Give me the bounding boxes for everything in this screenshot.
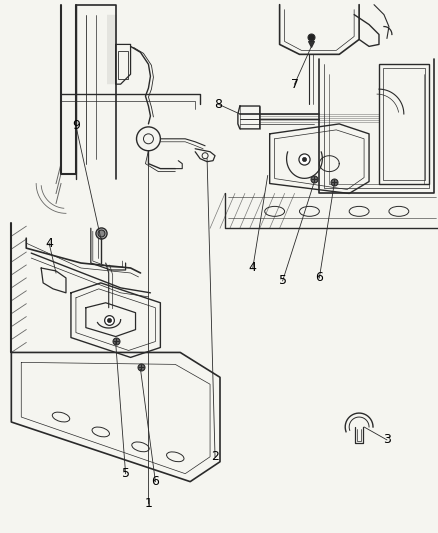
Bar: [117, 51, 127, 79]
Bar: [378, 64, 427, 183]
Text: 1: 1: [144, 497, 152, 510]
Text: 4: 4: [45, 237, 53, 249]
Text: 2: 2: [211, 450, 219, 463]
Text: 5: 5: [121, 467, 129, 480]
Text: 9: 9: [72, 119, 80, 132]
Text: 6: 6: [151, 475, 159, 488]
Text: 3: 3: [382, 433, 390, 447]
Bar: [382, 68, 424, 180]
Text: 6: 6: [315, 271, 322, 285]
Text: 8: 8: [213, 98, 222, 110]
Text: 4: 4: [248, 262, 256, 274]
Text: 5: 5: [278, 274, 286, 287]
Text: 7: 7: [290, 78, 298, 91]
